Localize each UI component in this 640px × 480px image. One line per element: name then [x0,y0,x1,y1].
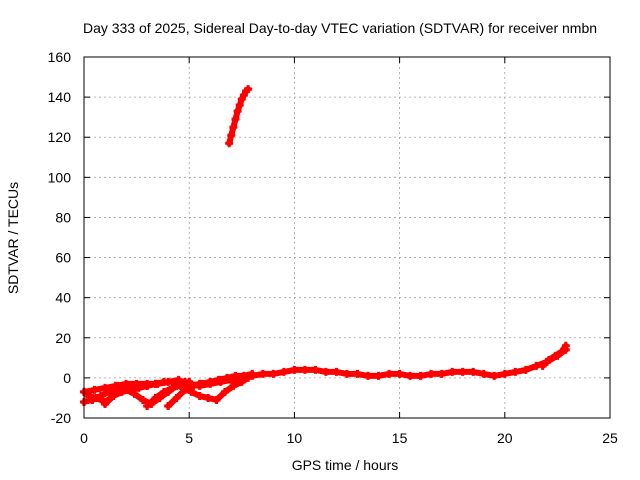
data-point [220,387,229,396]
data-point [151,379,160,388]
data-point [561,341,570,350]
y-tick-label: 140 [48,89,72,105]
x-tick-label: 25 [602,430,618,446]
data-series [80,85,570,410]
data-point [227,131,236,140]
data-point [206,379,215,388]
x-tick-label: 15 [392,430,408,446]
data-point [557,347,566,356]
data-point [195,391,204,400]
y-tick-label: 40 [55,290,71,306]
data-point [170,379,179,388]
data-point [343,369,351,378]
data-point [159,377,168,386]
data-point [229,123,238,132]
x-tick-label: 10 [287,430,303,446]
data-point [244,85,253,94]
data-point [122,385,131,394]
data-point [229,381,238,390]
series-arc-8 [171,374,252,403]
y-tick-label: 80 [55,209,71,225]
data-point [159,387,168,396]
data-point [225,139,234,148]
y-tick-label: 0 [63,370,71,386]
data-point [521,365,530,374]
x-tick-label: 5 [185,430,193,446]
data-point [172,393,181,402]
data-point [90,385,99,394]
data-point [151,393,160,402]
grid [84,57,610,418]
data-point [164,401,173,410]
y-tick-label: 100 [48,169,72,185]
x-tick-label: 20 [497,430,513,446]
data-point [427,369,436,378]
data-point [544,355,553,364]
data-point [374,371,383,380]
y-tick-label: -20 [51,410,71,426]
data-point [479,369,488,378]
chart-title: Day 333 of 2025, Sidereal Day-to-day VTE… [83,20,597,36]
y-tick-label: 160 [48,49,72,65]
data-point [551,351,560,360]
y-tick-label: 20 [55,330,71,346]
data-point [279,367,288,376]
data-point [92,393,101,402]
y-axis-title: SDTVAR / TECUs [5,182,21,294]
data-point [300,365,309,374]
data-point [258,369,267,378]
data-point [105,387,114,396]
data-point [458,367,467,376]
data-point [185,379,194,388]
data-point [109,391,118,400]
data-point [500,369,509,378]
data-point [212,395,221,404]
data-point [227,375,236,384]
data-point [113,381,122,390]
data-point [143,401,152,410]
data-point [84,391,93,400]
data-point [216,377,225,386]
data-point [332,367,341,376]
data-point [416,371,425,380]
data-point [395,369,404,378]
data-point [178,383,187,392]
data-point [538,361,547,370]
data-point [290,365,299,374]
data-point [406,371,415,380]
data-point [143,381,152,390]
data-point [187,387,196,396]
data-point [490,371,499,380]
x-tick-label: 0 [80,430,88,446]
data-point [437,369,446,378]
data-point [237,373,246,382]
data-point [195,381,204,390]
axis-ticks: 0 5 10 15 20 25 -20 0 20 40 60 80 100 120 140 160 [48,49,618,446]
data-point [138,395,147,404]
data-point [321,367,330,376]
plot-frame [83,56,611,419]
data-point [231,115,240,124]
y-tick-label: 60 [55,250,71,266]
data-point [134,383,143,392]
data-point [353,369,362,378]
data-point [204,393,213,402]
data-point [101,399,110,408]
data-point [233,107,242,116]
data-point [244,371,253,380]
data-point [269,369,278,378]
data-point [511,367,520,376]
data-point [235,101,244,110]
y-tick-label: 120 [48,129,72,145]
data-point [130,389,139,398]
data-point [311,365,320,374]
data-point [385,369,394,378]
x-axis-title: GPS time / hours [292,457,399,473]
data-point [469,367,478,376]
data-point [364,371,373,380]
data-point [448,367,457,376]
